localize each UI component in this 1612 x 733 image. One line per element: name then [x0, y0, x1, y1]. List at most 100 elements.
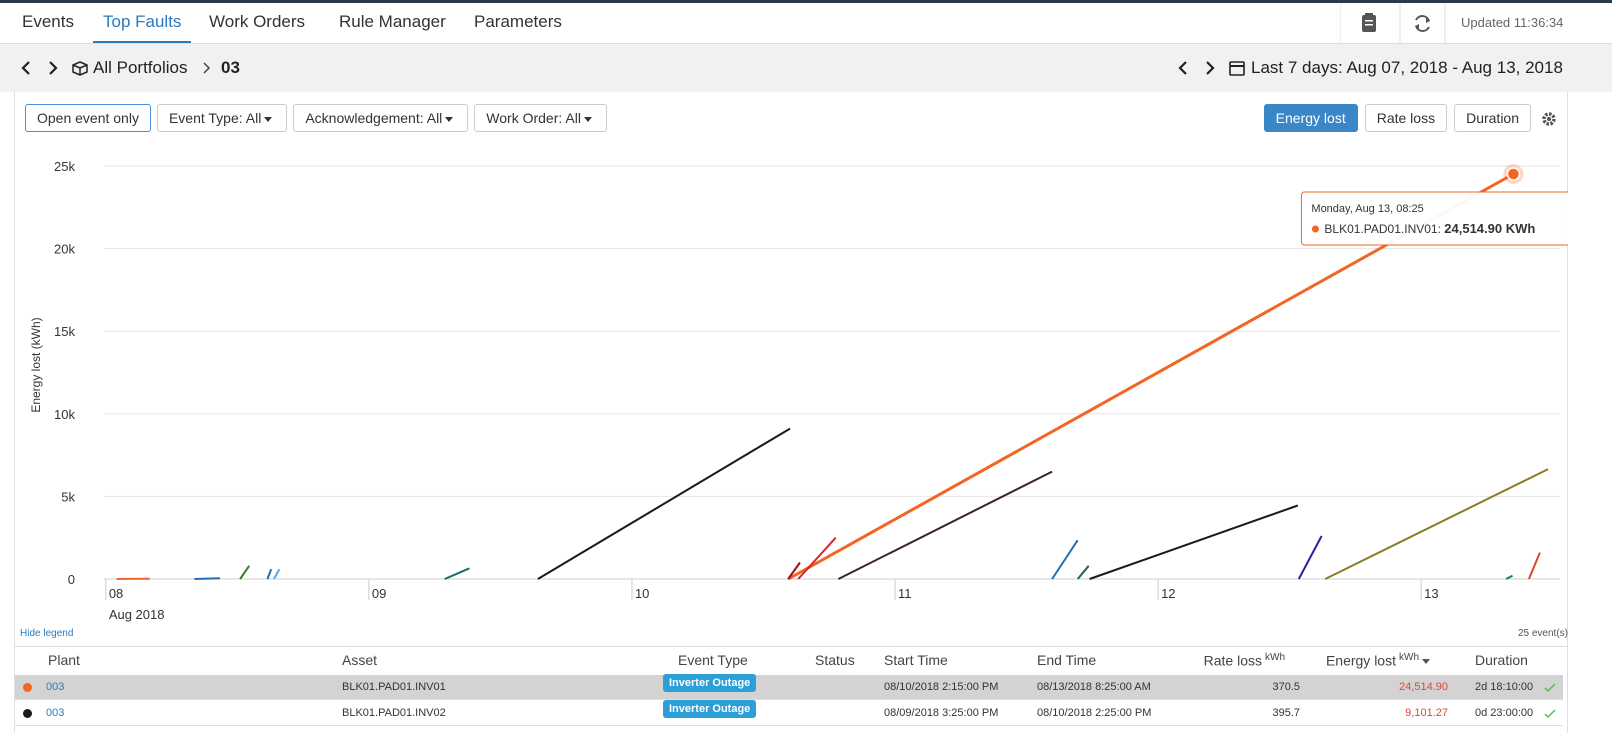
table-row[interactable]	[15, 701, 1563, 726]
table-cell: 24,514.90	[1399, 681, 1448, 693]
next-button[interactable]	[49, 61, 58, 75]
nav-tab[interactable]: Work Orders	[209, 12, 306, 31]
metric-button[interactable]: Rate loss	[1364, 104, 1448, 132]
table-cell: 0d 23:00:00	[1475, 707, 1534, 719]
tooltip-title: Monday, Aug 13, 08:25	[1311, 203, 1423, 215]
header-label: Plant	[48, 652, 80, 668]
filter-button[interactable]: Work Order: All	[474, 104, 607, 132]
y-tick-label: 10k	[54, 407, 75, 422]
header-label: Duration	[1475, 652, 1528, 668]
filter-label: Event Type: All	[168, 110, 262, 126]
filter-label: Work Order: All	[486, 110, 581, 126]
nav-tab[interactable]: Parameters	[474, 12, 562, 31]
table-cell: 08/13/2018 8:25:00 AM	[1037, 681, 1151, 693]
x-tick-label: 09	[372, 586, 386, 601]
sort-icon[interactable]	[1419, 658, 1433, 666]
event-count: 25 event(s)	[1517, 628, 1568, 639]
event-type-badge: Inverter Outage	[663, 674, 757, 692]
check-icon	[1544, 709, 1556, 719]
date-prev[interactable]	[1178, 61, 1187, 75]
filter-button[interactable]: Acknowledgement: All	[293, 104, 469, 132]
column-header[interactable]: Duration	[1475, 652, 1528, 668]
metric-button[interactable]: Energy lost	[1263, 104, 1358, 132]
table-cell: 2d 18:10:00	[1475, 681, 1534, 693]
series-line	[266, 568, 273, 580]
table-cell[interactable]: 003	[46, 681, 65, 693]
series-line	[1089, 504, 1299, 580]
header-label: Status	[815, 652, 855, 668]
date-nav	[1178, 61, 1245, 76]
y-tick-label: 25k	[54, 159, 75, 174]
column-header[interactable]: Rate loss kWh	[1204, 652, 1285, 669]
tooltip-dot	[1311, 225, 1319, 233]
panel	[14, 92, 1568, 733]
settings-icon[interactable]	[1540, 110, 1558, 128]
table-row[interactable]	[15, 675, 1563, 700]
clipboard-icon[interactable]	[1362, 15, 1376, 32]
date-range[interactable]: Last 7 days: Aug 07, 2018 - Aug 13, 2018	[1251, 58, 1563, 77]
header-label: Rate loss	[1203, 652, 1262, 669]
nav-tab[interactable]: Events	[22, 12, 74, 31]
tooltip-sep: :	[1438, 222, 1445, 236]
table-cell: Inverter Outage	[663, 700, 757, 718]
column-header[interactable]: Event Type	[678, 652, 748, 668]
x-tick-label: 08	[109, 586, 123, 601]
series-line	[194, 577, 221, 580]
y-tick-label: 5k	[61, 489, 75, 504]
legend-toggle[interactable]: Hide legend	[20, 628, 74, 639]
series-line	[444, 567, 470, 580]
table-cell: 08/10/2018 2:15:00 PM	[884, 681, 999, 693]
tooltip-value: 24,514.90 KWh	[1444, 221, 1535, 236]
series-line	[273, 568, 281, 580]
x-tick-label: 13	[1424, 586, 1438, 601]
series-line	[239, 565, 251, 580]
header-label: Asset	[342, 652, 378, 668]
updated-time: Updated 11:36:34	[1461, 15, 1564, 30]
filter-label: Open event only	[37, 110, 139, 126]
series-dot	[23, 683, 32, 692]
column-header[interactable]: Plant	[48, 652, 80, 668]
series-line	[1051, 539, 1079, 580]
series-line	[537, 427, 791, 580]
crumb-current: 03	[221, 58, 240, 77]
crumb-root[interactable]: All Portfolios	[93, 58, 188, 77]
column-header[interactable]: Status	[815, 652, 855, 668]
prev-button[interactable]	[21, 61, 30, 75]
series-line	[797, 537, 837, 580]
x-tick-label: 10	[635, 586, 649, 601]
column-header[interactable]: Asset	[342, 652, 377, 668]
hover-point	[1506, 167, 1521, 181]
column-header[interactable]: End Time	[1037, 652, 1096, 668]
check-icon	[1544, 683, 1556, 693]
table-cell: 395.7	[1272, 707, 1300, 719]
series-line	[1324, 468, 1549, 580]
nav-tab[interactable]: Top Faults	[93, 12, 192, 43]
y-tick-label: 20k	[54, 242, 75, 257]
nav-icons	[1340, 3, 1446, 44]
column-header[interactable]: Start Time	[884, 652, 948, 668]
table-cell: 08/10/2018 2:25:00 PM	[1037, 707, 1152, 719]
date-next[interactable]	[1206, 61, 1215, 75]
series-line	[1076, 565, 1090, 580]
header-label: Event Type	[678, 652, 748, 668]
caret	[583, 117, 592, 122]
metric-button[interactable]: Duration	[1454, 104, 1531, 132]
series-dot	[23, 709, 32, 718]
tooltip-series: BLK01.PAD01.INV01: 24,514.90 KWh	[1324, 221, 1535, 236]
y-axis-title: Energy lost (kWh)	[29, 317, 43, 412]
tooltip-box	[1300, 191, 1568, 246]
table-cell: 08/09/2018 3:25:00 PM	[884, 707, 999, 719]
series-line	[787, 561, 801, 580]
chart: Energy lost (kWh) 0 5k 10k 15k 20k 25k 08 09 10 1…	[29, 159, 1568, 622]
filter-label: Acknowledgement: All	[305, 110, 443, 126]
table-cell: 9,101.27	[1405, 707, 1448, 719]
column-header[interactable]: Energy lost kWh	[1326, 652, 1433, 669]
filter-button[interactable]: Event Type: All	[156, 104, 288, 132]
table-cell[interactable]: 003	[46, 707, 65, 719]
x-tick-label: 12	[1161, 586, 1175, 601]
nav-tab[interactable]: Rule Manager	[339, 12, 446, 31]
header-unit: kWh	[1265, 652, 1285, 663]
crumb-icons	[21, 61, 88, 76]
filter-button[interactable]: Open event only	[25, 104, 151, 132]
